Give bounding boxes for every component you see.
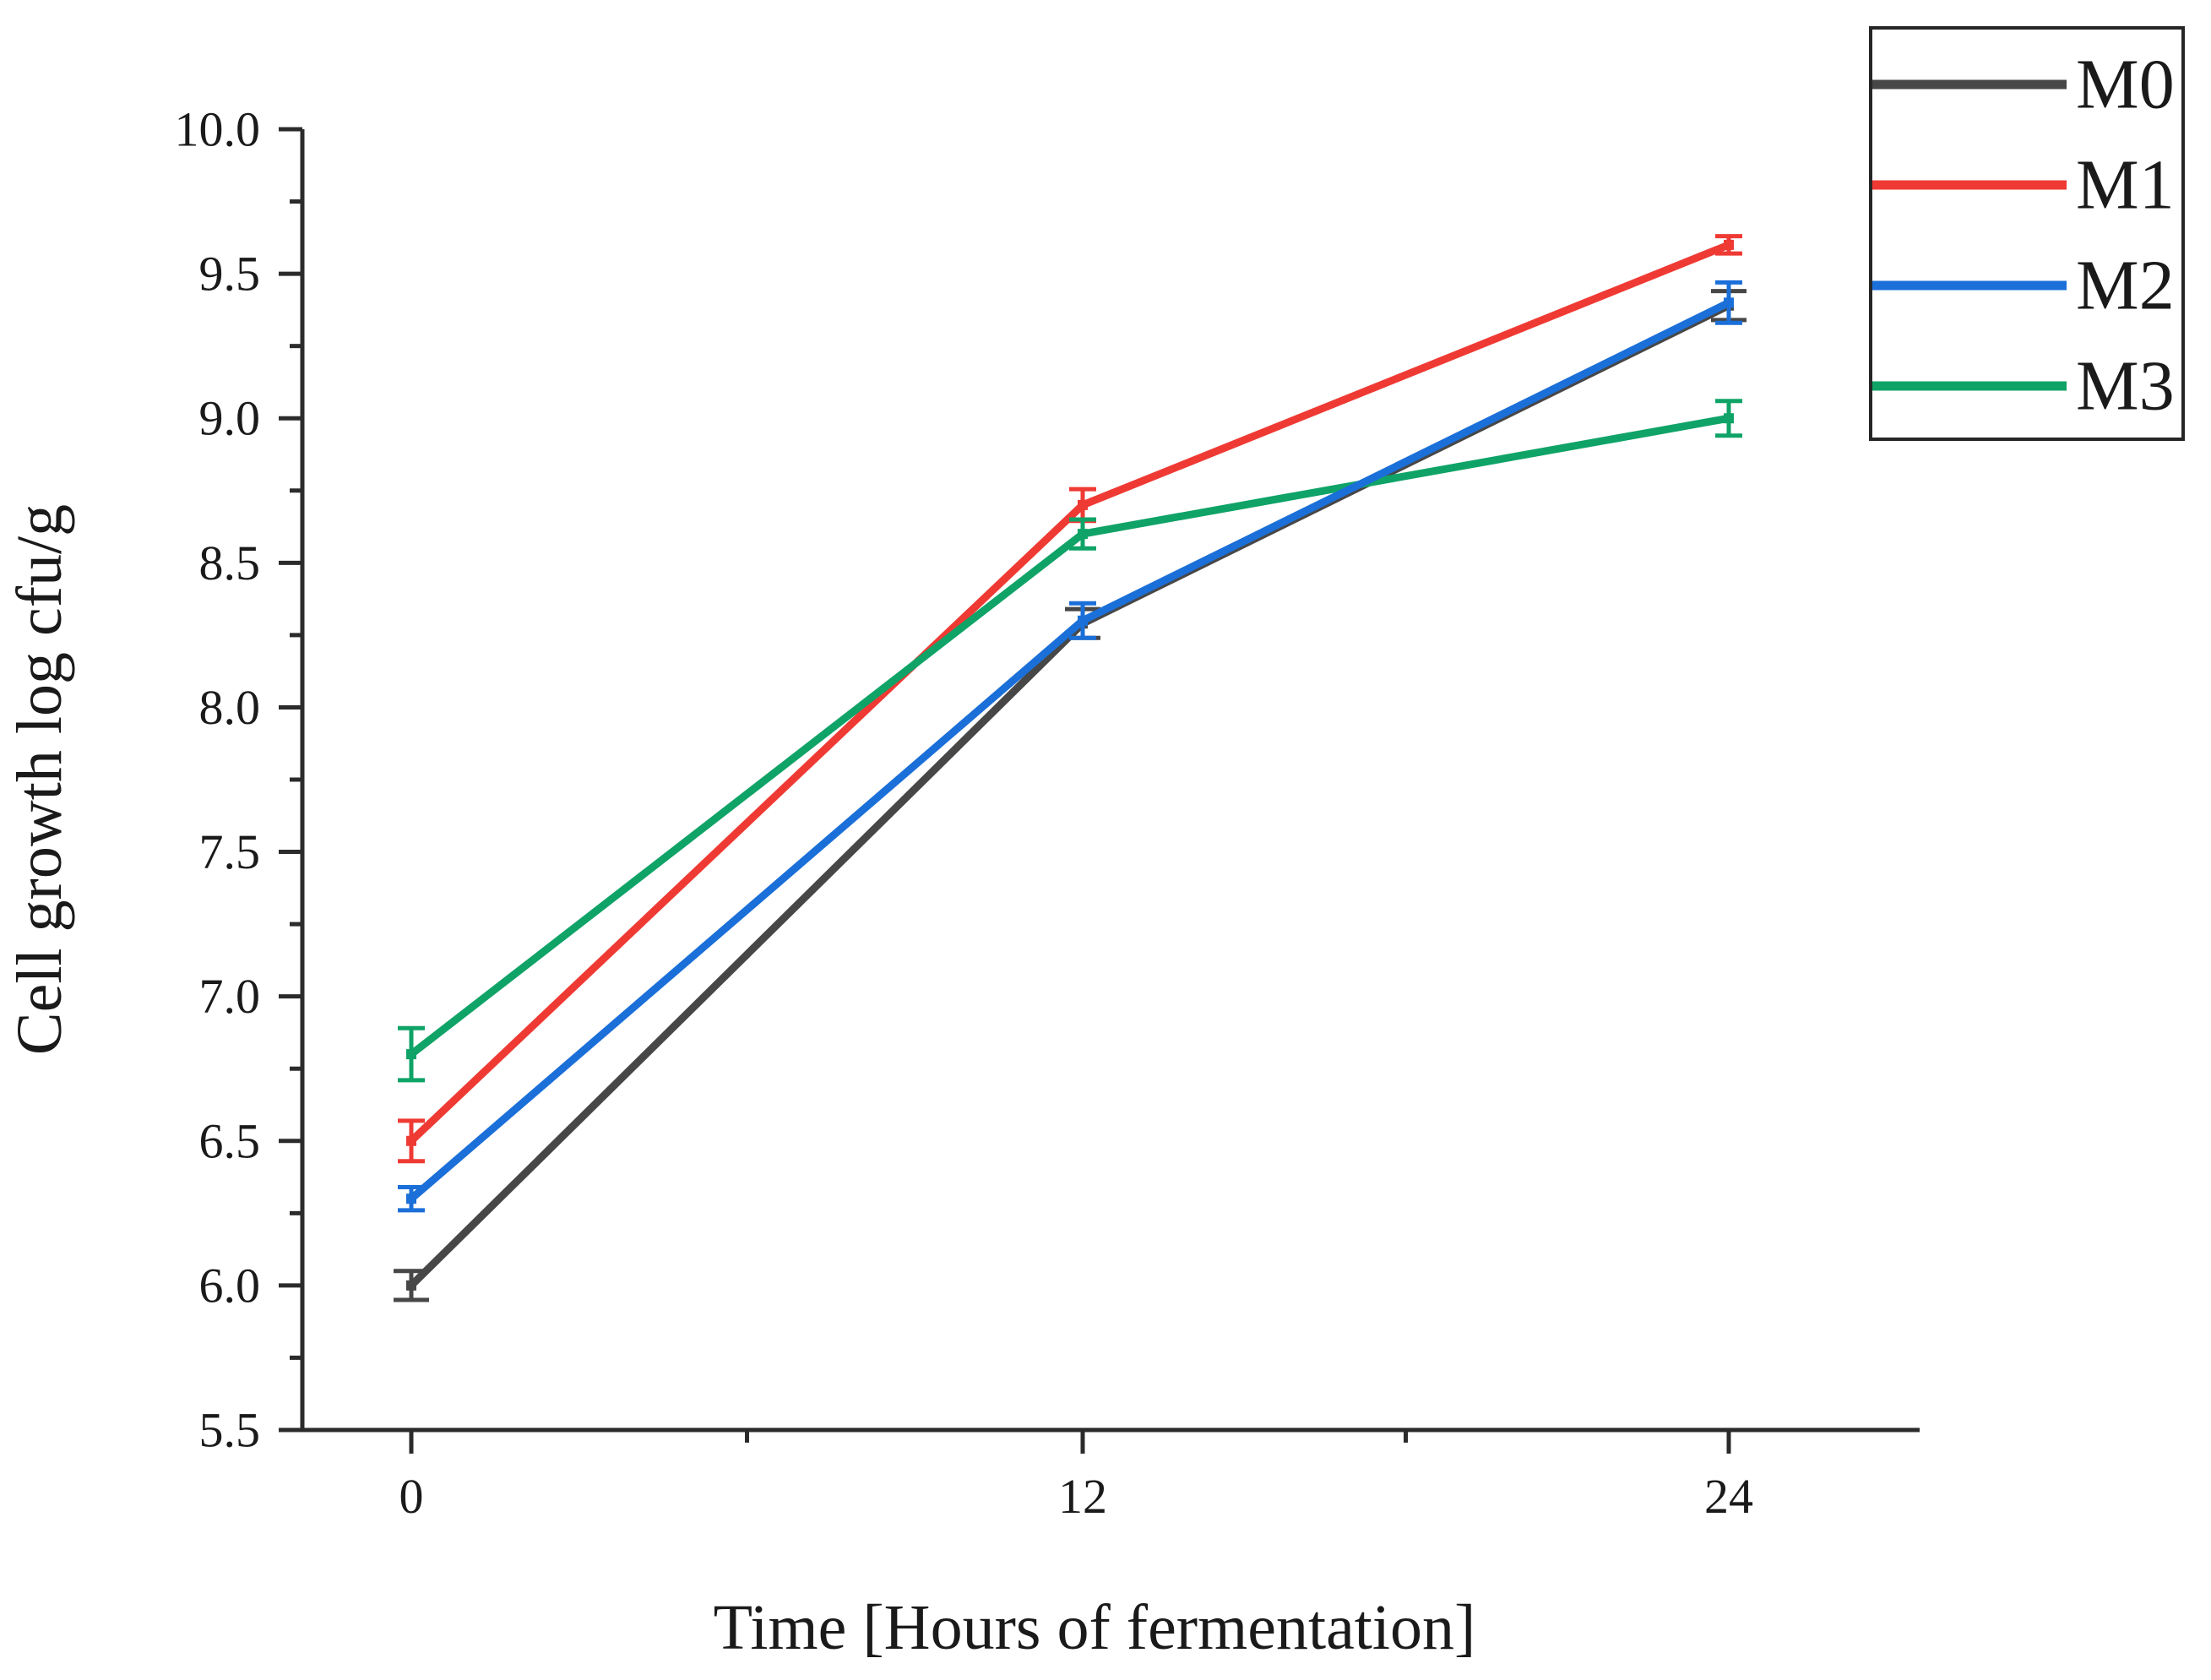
legend-item-M1: M1 bbox=[1872, 146, 2175, 225]
series-M2-marker bbox=[1078, 615, 1088, 626]
series-M1-marker bbox=[406, 1135, 416, 1146]
series bbox=[394, 234, 1747, 1302]
series-M2-marker bbox=[1724, 297, 1734, 308]
legend-item-M0: M0 bbox=[1872, 46, 2175, 124]
series-M3 bbox=[398, 399, 1742, 1083]
x-tick-label: 12 bbox=[1058, 1469, 1107, 1524]
legend-label-M3: M3 bbox=[2076, 347, 2175, 426]
axes: 5.5 6.0 6.5 7.0 7.5 8.0 8.5 9.0 9.5 10.0 0 12 24 bbox=[175, 102, 1920, 1524]
series-M3-marker bbox=[1724, 413, 1734, 424]
legend-label-M2: M2 bbox=[2076, 247, 2175, 325]
series-M2 bbox=[398, 280, 1742, 1213]
series-M0 bbox=[394, 289, 1747, 1302]
legend: M0 M1 M2 M3 bbox=[1869, 26, 2185, 441]
y-tick-label: 8.5 bbox=[199, 536, 261, 590]
legend-box bbox=[1869, 26, 2185, 441]
x-axis-title: Time [Hours of fermentation] bbox=[714, 1592, 1476, 1663]
series-M1-line bbox=[407, 241, 1733, 1145]
legend-item-M2: M2 bbox=[1872, 247, 2175, 325]
y-tick-label: 10.0 bbox=[175, 102, 261, 157]
series-M2-marker bbox=[406, 1193, 416, 1204]
x-tick-label: 0 bbox=[399, 1469, 424, 1524]
y-tick-label: 9.0 bbox=[199, 391, 261, 446]
series-M1 bbox=[398, 234, 1742, 1164]
y-tick-label: 8.0 bbox=[199, 680, 261, 735]
series-M3-marker bbox=[1078, 529, 1088, 540]
series-M3-marker bbox=[406, 1049, 416, 1060]
y-tick-label: 9.5 bbox=[199, 247, 261, 302]
y-tick-label: 7.0 bbox=[199, 969, 261, 1024]
legend-label-M1: M1 bbox=[2076, 146, 2175, 225]
series-M2-line bbox=[407, 298, 1733, 1203]
y-tick-label: 6.5 bbox=[199, 1113, 261, 1168]
y-tick-label: 6.0 bbox=[199, 1258, 261, 1313]
series-M1-marker bbox=[1078, 499, 1088, 510]
series-M1-marker bbox=[1724, 239, 1734, 250]
y-axis-title: Cell growth log cfu/g bbox=[4, 504, 75, 1055]
y-tick-label: 5.5 bbox=[199, 1403, 261, 1458]
legend-label-M0: M0 bbox=[2076, 46, 2175, 124]
legend-item-M3: M3 bbox=[1872, 347, 2175, 426]
y-tick-label: 7.5 bbox=[199, 824, 261, 879]
series-M0-marker bbox=[406, 1280, 416, 1291]
x-tick-label: 24 bbox=[1704, 1469, 1753, 1524]
